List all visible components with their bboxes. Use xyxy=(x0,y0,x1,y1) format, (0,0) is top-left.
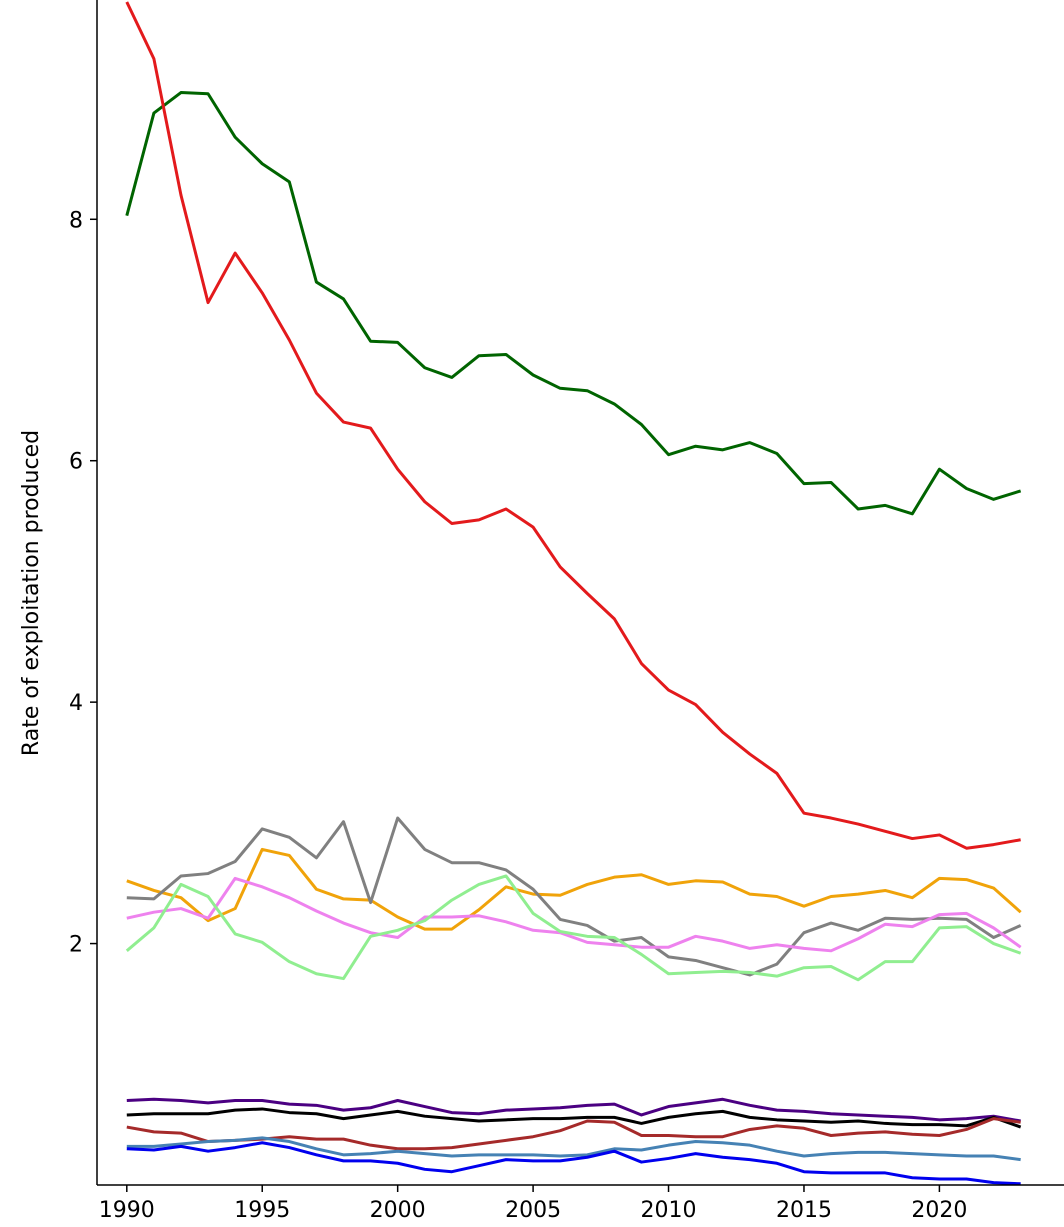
series-line xyxy=(126,1097,1021,1123)
series-line xyxy=(126,816,1022,977)
y-axis-label: Rate of exploitation produced xyxy=(19,430,44,756)
series-line xyxy=(126,1107,1022,1129)
series-line xyxy=(126,847,1022,931)
series-line xyxy=(125,91,1022,516)
x-tick-label: 1995 xyxy=(234,1198,290,1223)
y-tick-label: 8 xyxy=(69,208,83,233)
x-tick-label: 2020 xyxy=(911,1198,967,1223)
series-line xyxy=(125,1,1021,850)
x-tick-label: 2015 xyxy=(776,1198,832,1223)
plot-area xyxy=(125,1,1022,1186)
series-line xyxy=(126,876,1022,953)
series-line xyxy=(125,874,1022,982)
y-tick-label: 6 xyxy=(69,450,83,475)
series-line xyxy=(126,1141,1021,1186)
x-tick-label: 2010 xyxy=(641,1198,697,1223)
x-tick-label: 2000 xyxy=(370,1198,426,1223)
y-tick-label: 4 xyxy=(69,691,83,716)
series-line xyxy=(126,1136,1021,1162)
series-line xyxy=(126,1117,1021,1151)
x-tick-label: 1990 xyxy=(99,1198,155,1223)
x-tick-label: 2005 xyxy=(505,1198,561,1223)
y-tick-label: 2 xyxy=(69,933,83,958)
